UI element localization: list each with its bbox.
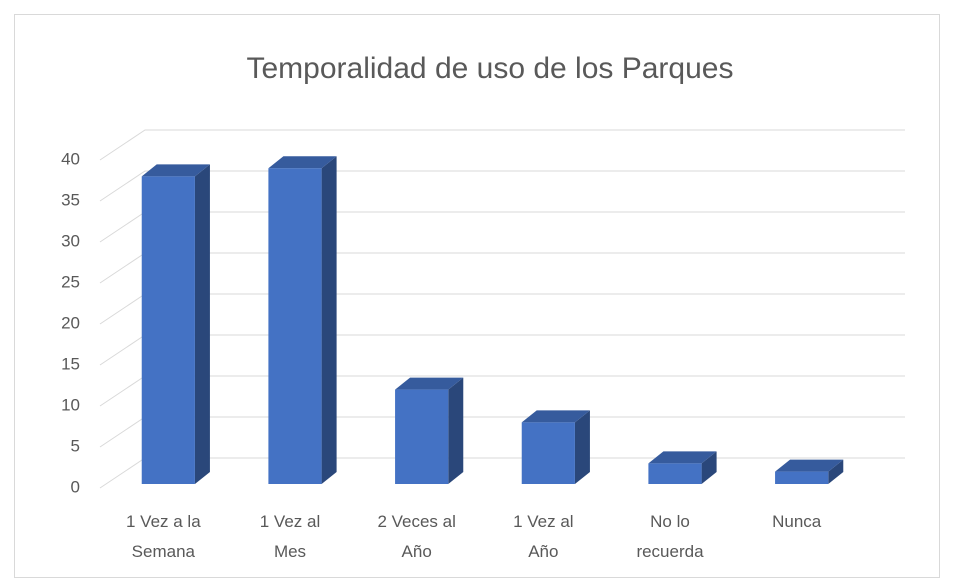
bar — [141, 164, 210, 484]
bar-top — [141, 164, 210, 177]
x-tick-label: Nunca — [772, 512, 822, 531]
y-tick-label: 25 — [61, 272, 80, 291]
bar-top — [648, 451, 717, 464]
bar-front — [268, 168, 322, 484]
bar-side — [448, 377, 464, 484]
bar-front — [141, 176, 195, 484]
grid-line — [99, 129, 905, 161]
bar-top — [521, 410, 590, 423]
y-tick-label: 5 — [71, 436, 80, 455]
x-tick-label: 1 Vez al Mes — [260, 512, 321, 561]
bar — [395, 377, 464, 484]
bar-side — [701, 451, 717, 484]
bar-front — [395, 389, 449, 484]
bar-side — [828, 459, 844, 484]
grid-line — [99, 170, 905, 202]
bar-side — [574, 410, 590, 484]
x-tick-label: 1 Vez al Año — [513, 512, 574, 561]
bar — [521, 410, 590, 484]
bar — [268, 156, 337, 484]
y-tick-label: 40 — [61, 149, 80, 168]
bar-side — [321, 156, 337, 484]
y-tick-label: 15 — [61, 354, 80, 373]
bar-front — [775, 471, 829, 484]
bar — [775, 459, 844, 484]
bar-side — [194, 164, 210, 484]
bar — [648, 451, 717, 484]
x-tick-label: 2 Veces al Año — [377, 512, 455, 561]
chart-title: Temporalidad de uso de los Parques — [247, 52, 734, 85]
y-tick-label: 35 — [61, 190, 80, 209]
y-tick-label: 20 — [61, 313, 80, 332]
y-tick-label: 10 — [61, 395, 80, 414]
bar-front — [648, 463, 702, 484]
y-tick-label: 30 — [61, 231, 80, 250]
bar-front — [521, 422, 575, 484]
bar-top — [775, 459, 844, 472]
x-tick-label: No lo recuerda — [636, 512, 704, 561]
bar-top — [395, 377, 464, 390]
bar-top — [268, 156, 337, 169]
y-tick-label: 0 — [71, 477, 80, 496]
x-tick-label: 1 Vez a la Semana — [126, 512, 201, 561]
